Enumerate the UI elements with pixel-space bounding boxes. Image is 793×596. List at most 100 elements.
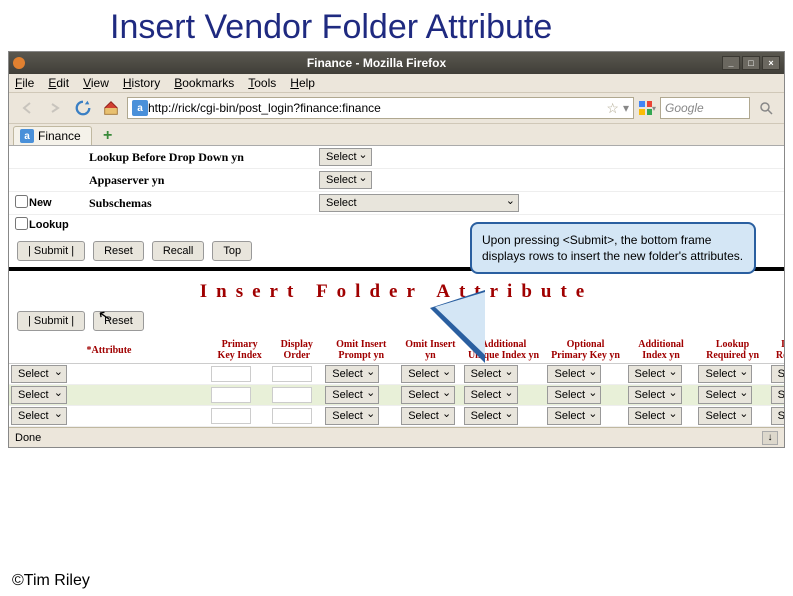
home-icon [102, 99, 120, 117]
checkbox-new[interactable] [15, 195, 28, 208]
search-engine-icon[interactable]: ▾ [638, 99, 656, 117]
grid-row: Select Select Select Select Select Select Sele… [9, 364, 784, 385]
forward-button[interactable] [43, 96, 67, 120]
select-yn[interactable]: Sele [771, 365, 784, 383]
forward-icon [48, 101, 62, 115]
checkbox-lookup[interactable] [15, 217, 28, 230]
new-tab-button[interactable]: + [98, 127, 118, 145]
back-button[interactable] [15, 96, 39, 120]
reload-button[interactable] [71, 96, 95, 120]
nav-toolbar: a ☆ ▾ ▾ Google [9, 93, 784, 124]
menu-file[interactable]: File [15, 76, 34, 90]
select-yn[interactable]: Select [401, 407, 455, 425]
tab-bar: a Finance + [9, 124, 784, 146]
select-yn[interactable]: Select [325, 386, 379, 404]
col-insert-required: Insert Requ yn [769, 337, 784, 364]
select-yn[interactable]: Select [464, 365, 518, 383]
text-input[interactable] [272, 408, 312, 424]
grid-row: Select Select Select Select Select Select Sele… [9, 385, 784, 406]
tab-label: Finance [38, 129, 81, 143]
select-yn[interactable]: Select [628, 386, 682, 404]
copyright: ©Tim Riley [12, 572, 90, 590]
menu-edit[interactable]: Edit [48, 76, 69, 90]
field-label: Appaserver yn [89, 171, 319, 190]
select-yn[interactable]: Select [698, 386, 752, 404]
menu-history[interactable]: History [123, 76, 160, 90]
address-bar[interactable]: a ☆ ▾ [127, 97, 634, 119]
select-yn[interactable]: Select [401, 365, 455, 383]
close-button[interactable]: × [762, 56, 780, 70]
submit-button[interactable]: | Submit | [17, 241, 85, 261]
select-yn[interactable]: Select [628, 365, 682, 383]
menu-tools[interactable]: Tools [248, 76, 276, 90]
select-yn[interactable]: Select [628, 407, 682, 425]
select-yn[interactable]: Select [325, 365, 379, 383]
text-input[interactable] [272, 366, 312, 382]
status-text: Done [15, 432, 41, 444]
checkbox-label-lookup: Lookup [29, 219, 89, 231]
menu-bookmarks[interactable]: Bookmarks [174, 76, 234, 90]
text-input[interactable] [211, 366, 251, 382]
google-icon [638, 100, 652, 116]
bookmark-star-icon[interactable]: ☆ [602, 100, 623, 117]
menu-view[interactable]: View [83, 76, 109, 90]
section-title: Insert Folder Attribute [9, 271, 784, 305]
menu-help[interactable]: Help [290, 76, 315, 90]
maximize-button[interactable]: □ [742, 56, 760, 70]
select-subschemas[interactable]: Select [319, 194, 519, 212]
window-titlebar: Finance - Mozilla Firefox _ □ × [9, 52, 784, 74]
select-yn[interactable]: Sele [771, 386, 784, 404]
select-yn[interactable]: Select [698, 365, 752, 383]
minimize-button[interactable]: _ [722, 56, 740, 70]
submit-button-2[interactable]: | Submit | [17, 311, 85, 331]
select-yn[interactable]: Select [547, 407, 601, 425]
window-title: Finance - Mozilla Firefox [31, 56, 722, 70]
col-addl-index: Additional Index yn [626, 337, 697, 364]
text-input[interactable] [272, 387, 312, 403]
tab-finance[interactable]: a Finance [13, 126, 92, 145]
magnifier-icon [759, 101, 773, 115]
col-lookup-required: Lookup Required yn [696, 337, 768, 364]
select-lookup-before[interactable]: Select [319, 148, 372, 166]
select-attribute[interactable]: Select [11, 407, 67, 425]
search-go-button[interactable] [754, 96, 778, 120]
back-icon [19, 100, 35, 116]
select-yn[interactable]: Select [547, 365, 601, 383]
select-yn[interactable]: Select [325, 407, 379, 425]
app-icon [13, 57, 25, 69]
select-yn[interactable]: Select [464, 386, 518, 404]
callout-bubble: Upon pressing <Submit>, the bottom frame… [470, 222, 756, 274]
col-display-order: Display Order [270, 337, 323, 364]
select-attribute[interactable]: Select [11, 365, 67, 383]
select-appaserver[interactable]: Select [319, 171, 372, 189]
select-yn[interactable]: Select [547, 386, 601, 404]
col-pk-index: Primary Key Index [209, 337, 270, 364]
dropdown-icon[interactable]: ▾ [623, 101, 629, 115]
home-button[interactable] [99, 96, 123, 120]
select-yn[interactable]: Select [401, 386, 455, 404]
col-attribute: *Attribute [9, 337, 209, 364]
page-content: Lookup Before Drop Down yn Select Appase… [9, 146, 784, 427]
text-input[interactable] [211, 408, 251, 424]
url-input[interactable] [148, 101, 602, 115]
top-button[interactable]: Top [212, 241, 252, 261]
slide-title: Insert Vendor Folder Attribute [0, 0, 793, 51]
grid-header-row: *Attribute Primary Key Index Display Ord… [9, 337, 784, 364]
search-input[interactable]: Google [660, 97, 750, 119]
reset-button[interactable]: Reset [93, 241, 144, 261]
attribute-grid-wrap: *Attribute Primary Key Index Display Ord… [9, 337, 784, 427]
text-input[interactable] [211, 387, 251, 403]
checkbox-label-new: New [29, 197, 89, 209]
form-row-subschemas: New Subschemas Select [9, 192, 784, 215]
reload-icon [74, 99, 92, 117]
col-omit-insert-prompt: Omit Insert Prompt yn [323, 337, 399, 364]
select-yn[interactable]: Sele [771, 407, 784, 425]
select-yn[interactable]: Select [698, 407, 752, 425]
form-row-lookup-before: Lookup Before Drop Down yn Select [9, 146, 784, 169]
select-yn[interactable]: Select [464, 407, 518, 425]
grid-row: Select Select Select Select Select Select Sele… [9, 406, 784, 427]
select-attribute[interactable]: Select [11, 386, 67, 404]
recall-button[interactable]: Recall [152, 241, 205, 261]
download-icon[interactable]: ↓ [762, 431, 778, 445]
col-optional-pk: Optional Primary Key yn [545, 337, 625, 364]
